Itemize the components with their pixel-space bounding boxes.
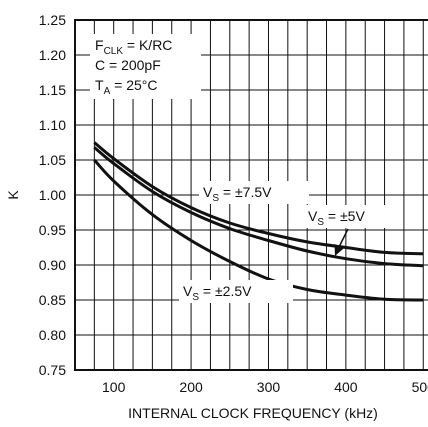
y-tick-label: 0.95 [39,222,66,238]
x-tick-label: 300 [257,379,281,395]
conditions-background [90,34,201,99]
arrow-head-icon [334,244,344,256]
y-axis-title: K [5,190,21,200]
y-tick-label: 0.75 [39,362,66,378]
y-tick-label: 1.05 [39,152,66,168]
y-tick-label: 0.90 [39,257,66,273]
x-tick-label: 500 [412,379,428,395]
condition-line: C = 200pF [95,57,161,73]
y-tick-label: 1.00 [39,187,66,203]
y-tick-label: 1.25 [39,12,66,28]
y-tick-label: 1.15 [39,82,66,98]
condition-line: FCLK = K/RC [95,37,172,57]
series-label-background [304,205,400,228]
series-line-1 [93,146,424,268]
series-label-background [199,181,309,204]
arrow-pointer [338,228,349,248]
series-label-0: VS = ±7.5V [203,184,272,204]
series-labels: VS = ±7.5V VS = ±5V VS = ±2.5V [179,181,400,303]
y-tick-label: 0.85 [39,292,66,308]
series-label-2: VS = ±2.5V [183,283,252,303]
series-label-background [179,280,293,303]
conditions-box: FCLK = K/RCC = 200pF TA = 25°C [90,34,201,99]
series-line-2 [93,158,424,302]
y-tick-label: 1.10 [39,117,66,133]
x-tick-labels: 100 200 300 400 500 [102,379,428,395]
x-axis-title: INTERNAL CLOCK FREQUENCY (kHz) [128,405,378,421]
y-tick-label: 1.20 [39,47,66,63]
series-line-0 [93,141,424,256]
y-tick-labels: 0.75 0.80 0.85 0.90 0.95 1.00 1.05 1.10 1.15 1.20… [39,12,66,378]
x-tick-label: 100 [102,379,126,395]
plot-frame [74,19,428,371]
series-label-1: VS = ±5V [308,208,365,228]
condition-line: TA = 25°C [95,77,157,97]
x-tick-label: 400 [334,379,358,395]
series-lines [93,141,424,302]
y-tick-label: 0.80 [39,327,66,343]
x-tick-label: 200 [179,379,203,395]
